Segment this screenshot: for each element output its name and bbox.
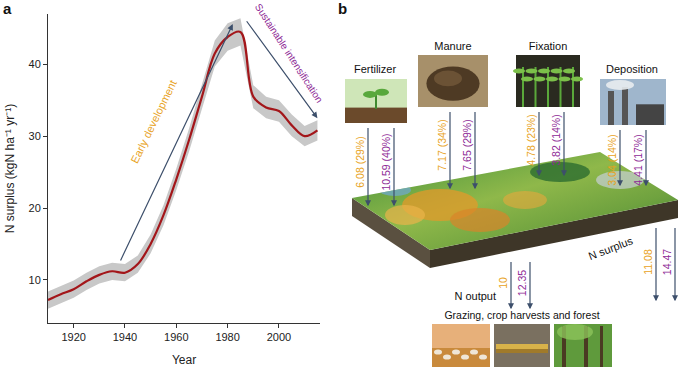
svg-text:1980: 1980 — [215, 331, 239, 343]
svg-text:3.04 (14%): 3.04 (14%) — [606, 134, 618, 185]
svg-text:Deposition: Deposition — [606, 63, 658, 75]
svg-text:1960: 1960 — [164, 331, 188, 343]
svg-text:b: b — [338, 0, 347, 17]
svg-text:Fixation: Fixation — [529, 40, 568, 52]
svg-text:11.08: 11.08 — [642, 249, 654, 275]
svg-text:4.78 (23%): 4.78 (23%) — [525, 114, 537, 165]
svg-text:14.47: 14.47 — [661, 249, 673, 275]
svg-text:Early development: Early development — [128, 78, 179, 165]
svg-text:40: 40 — [29, 58, 41, 70]
svg-text:2000: 2000 — [267, 331, 291, 343]
svg-text:10: 10 — [497, 277, 509, 289]
svg-text:30: 30 — [29, 130, 41, 142]
svg-text:3.82 (14%): 3.82 (14%) — [550, 114, 562, 165]
svg-text:12.35: 12.35 — [516, 270, 528, 296]
svg-text:Fertilizer: Fertilizer — [354, 63, 397, 75]
svg-text:a: a — [3, 0, 12, 17]
svg-text:N surplus (kgN ha⁻¹ yr⁻¹): N surplus (kgN ha⁻¹ yr⁻¹) — [3, 104, 17, 233]
svg-text:4.41 (17%): 4.41 (17%) — [632, 134, 644, 185]
svg-text:20: 20 — [29, 202, 41, 214]
svg-text:Year: Year — [172, 353, 196, 367]
svg-text:7.17 (34%): 7.17 (34%) — [436, 119, 448, 170]
svg-text:1940: 1940 — [113, 331, 137, 343]
svg-text:7.65 (29%): 7.65 (29%) — [461, 119, 473, 170]
svg-text:Grazing, crop harvests and for: Grazing, crop harvests and forest — [444, 309, 599, 321]
svg-text:N output: N output — [454, 290, 496, 302]
svg-text:Manure: Manure — [434, 40, 471, 52]
svg-text:6.08 (29%): 6.08 (29%) — [354, 136, 366, 187]
svg-text:10: 10 — [29, 274, 41, 286]
svg-text:1920: 1920 — [61, 331, 85, 343]
svg-text:N surplus: N surplus — [587, 234, 635, 262]
svg-text:Sustainable intensification: Sustainable intensification — [253, 2, 325, 105]
svg-text:10.59 (40%): 10.59 (40%) — [380, 133, 392, 190]
